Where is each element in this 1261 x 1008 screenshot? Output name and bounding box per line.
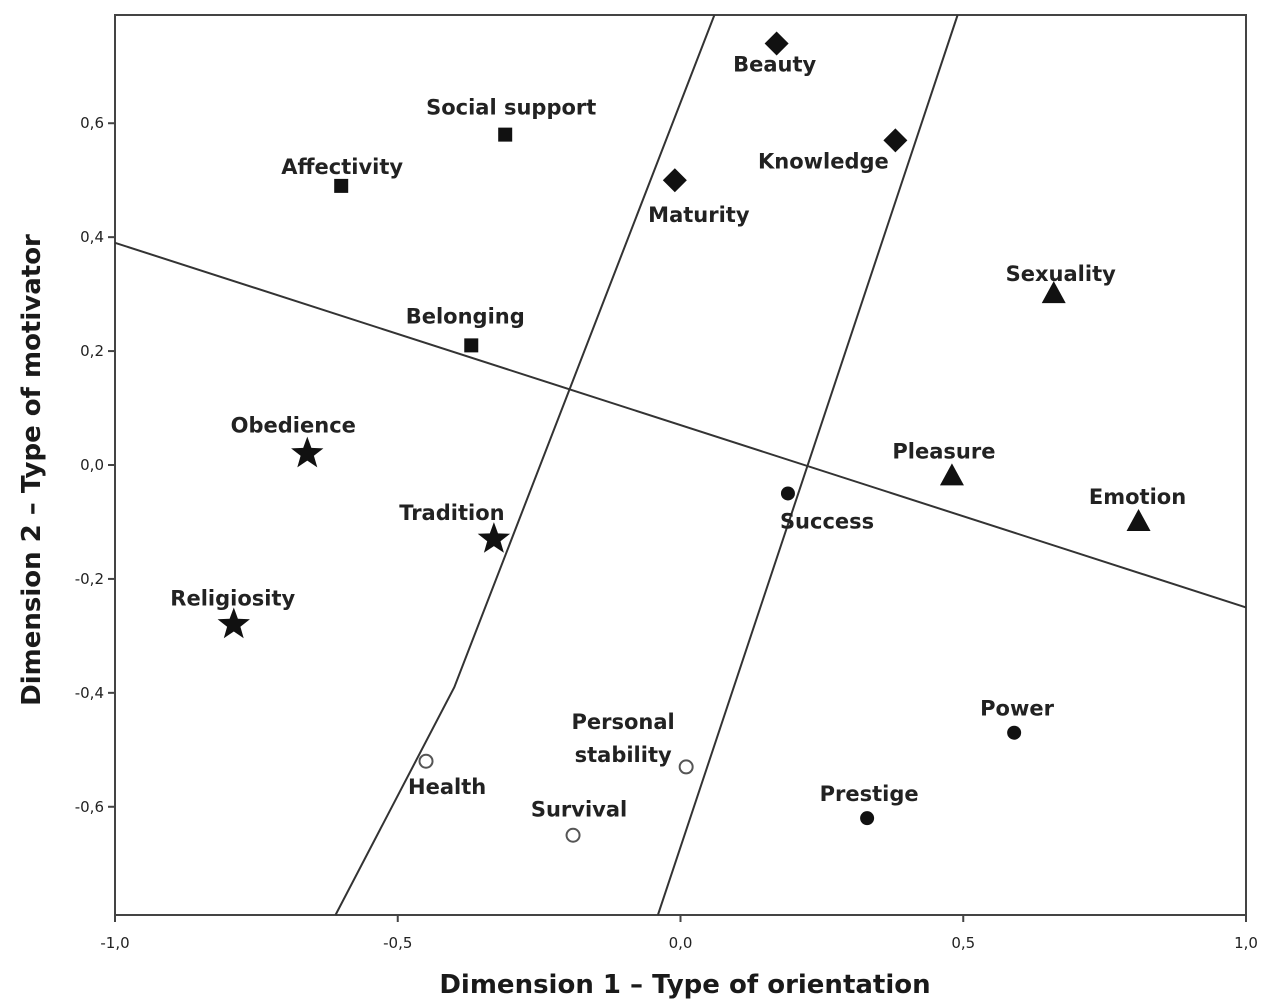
point-sexuality-triangle-marker <box>1041 281 1066 304</box>
point-label-belonging: Belonging <box>406 304 525 328</box>
point-label-tradition: Tradition <box>399 501 504 525</box>
point-label-personal-stability: Personal stability <box>572 710 675 767</box>
separator-lines <box>114 14 1247 916</box>
x-tick-label: 1,0 <box>1234 934 1258 952</box>
point-maturity-diamond-marker <box>662 168 687 193</box>
point-label-maturity: Maturity <box>648 203 750 227</box>
separator-line-3 <box>656 14 959 916</box>
y-axis-title: Dimension 2 – Type of motivator <box>17 234 47 706</box>
point-personal-stability-open-circle-marker <box>678 759 694 775</box>
x-tick-label: 0,0 <box>669 934 693 952</box>
plot-area-frame <box>114 14 1247 916</box>
separator-line-1 <box>114 241 1247 609</box>
point-tradition-star-marker <box>477 522 511 553</box>
y-tick-label: 0,6 <box>80 114 104 132</box>
point-beauty-diamond-marker <box>764 31 789 56</box>
x-axis-ticks: -1,0 -0,5 0,0 0,5 1,0 <box>100 915 1258 952</box>
point-obedience-star-marker <box>291 436 324 468</box>
x-tick-label: -0,5 <box>383 934 412 952</box>
point-label-survival: Survival <box>531 797 627 821</box>
x-tick-label: -1,0 <box>100 934 129 952</box>
data-points: Social support Affectivity Belonging Beauty… <box>170 31 1186 843</box>
point-pleasure-triangle-marker <box>939 463 964 486</box>
y-tick-label: 0,0 <box>80 456 104 474</box>
point-label-emotion: Emotion <box>1089 485 1186 509</box>
point-label-power: Power <box>980 697 1054 721</box>
point-label-social-support: Social support <box>426 96 596 120</box>
point-label-pleasure: Pleasure <box>892 439 995 463</box>
point-label-knowledge: Knowledge <box>758 149 889 173</box>
point-religiosity-star-marker <box>217 607 250 639</box>
point-label-sexuality: Sexuality <box>1006 262 1116 286</box>
y-axis-ticks: 0,6 0,4 0,2 0,0 -0,2 -0,4 -0,6 <box>75 114 115 816</box>
point-emotion-triangle-marker <box>1126 508 1151 531</box>
x-axis-title: Dimension 1 – Type of orientation <box>439 970 930 1000</box>
point-health-open-circle-marker <box>418 753 434 769</box>
point-social-support-square-marker <box>498 127 513 142</box>
point-label-line: Personal <box>572 710 675 734</box>
point-success-circle-marker <box>780 486 795 501</box>
point-label-religiosity: Religiosity <box>170 586 295 610</box>
point-survival-open-circle-marker <box>565 827 581 843</box>
point-belonging-square-marker <box>464 338 479 353</box>
y-tick-label: 0,4 <box>80 228 104 246</box>
y-tick-label: -0,4 <box>75 684 104 702</box>
y-tick-label: -0,6 <box>75 798 104 816</box>
point-label-prestige: Prestige <box>820 782 919 806</box>
point-label-obedience: Obedience <box>231 414 356 438</box>
point-label-line: stability <box>575 743 672 767</box>
point-knowledge-diamond-marker <box>883 128 908 153</box>
y-tick-label: -0,2 <box>75 570 104 588</box>
point-prestige-circle-marker <box>860 811 875 826</box>
point-power-circle-marker <box>1007 725 1022 740</box>
x-tick-label: 0,5 <box>951 934 975 952</box>
y-tick-label: 0,2 <box>80 342 104 360</box>
separator-line-2 <box>334 14 716 916</box>
point-label-affectivity: Affectivity <box>281 155 403 179</box>
point-label-beauty: Beauty <box>733 52 816 76</box>
point-affectivity-square-marker <box>334 178 349 193</box>
point-label-success: Success <box>780 509 874 533</box>
point-label-health: Health <box>408 775 486 799</box>
